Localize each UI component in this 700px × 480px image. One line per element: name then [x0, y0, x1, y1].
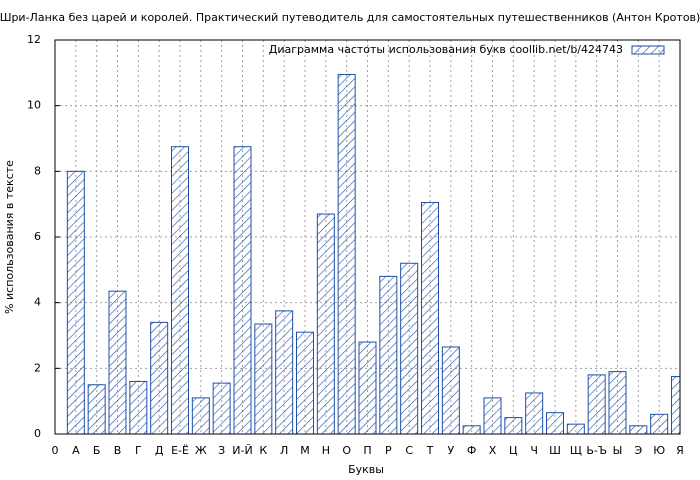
y-tick-label: 12: [27, 33, 41, 46]
bar: [400, 262, 419, 434]
x-tick-label: Т: [426, 444, 434, 457]
x-tick-label: Ф: [467, 444, 476, 457]
y-axis-label: % использования в тексте: [3, 160, 16, 314]
bar: [379, 275, 398, 434]
x-tick-label: П: [363, 444, 371, 457]
y-tick-label: 6: [34, 230, 41, 243]
x-axis-label: Буквы: [348, 463, 384, 476]
bars: [66, 73, 680, 434]
y-tick-label: 2: [34, 361, 41, 374]
bar: [254, 323, 273, 434]
bar: [129, 380, 148, 434]
x-tick-label: 0: [52, 444, 59, 457]
x-tick-label: Ж: [195, 444, 207, 457]
x-tick-label: Ш: [549, 444, 561, 457]
bar: [337, 73, 356, 434]
bar: [671, 376, 680, 434]
x-tick-label: У: [447, 444, 454, 457]
x-tick-label: Х: [489, 444, 497, 457]
x-tick-label: Л: [280, 444, 288, 457]
x-tick-label: Ц: [509, 444, 518, 457]
x-tick-label: Ь-Ъ: [586, 444, 607, 457]
bar: [191, 397, 210, 434]
y-tick-label: 8: [34, 164, 41, 177]
x-tick-label: Д: [155, 444, 164, 457]
legend-label: Диаграмма частоты использования букв coo…: [269, 43, 623, 56]
bar: [483, 397, 502, 434]
x-tick-label: Щ: [570, 444, 582, 457]
x-tick-label: З: [218, 444, 225, 457]
bar: [566, 423, 585, 434]
bar: [608, 371, 627, 434]
x-tick-label: Н: [322, 444, 330, 457]
bar: [462, 425, 481, 434]
bar: [587, 374, 606, 434]
x-tick-label: С: [405, 444, 413, 457]
bar: [87, 384, 106, 434]
bar: [212, 382, 231, 434]
bar: [316, 213, 335, 434]
chart-title: Шри-Ланка без царей и королей. Практичес…: [0, 11, 700, 24]
x-tick-label: Э: [634, 444, 642, 457]
x-tick-label: М: [300, 444, 310, 457]
legend-swatch: [631, 45, 665, 55]
bar: [525, 392, 544, 434]
bar: [421, 202, 439, 434]
x-tick-label: Г: [135, 444, 142, 457]
x-tick-label: И-Й: [232, 444, 252, 457]
x-tick-label: Ю: [653, 444, 665, 457]
bar: [546, 412, 564, 434]
x-tick-label: Я: [676, 444, 684, 457]
bar: [275, 310, 294, 434]
bar: [629, 425, 648, 434]
x-tick-label: Б: [93, 444, 101, 457]
x-tick-label: Р: [385, 444, 392, 457]
y-tick-label: 10: [27, 99, 41, 112]
bar: [441, 346, 460, 434]
y-tick-label: 4: [34, 296, 41, 309]
x-tick-label: К: [259, 444, 267, 457]
bar: [358, 341, 377, 434]
x-tick-label: Ы: [613, 444, 623, 457]
x-tick-label: А: [72, 444, 80, 457]
bar: [108, 290, 127, 434]
bar: [296, 331, 314, 434]
bar: [504, 417, 523, 434]
x-tick-label: В: [114, 444, 122, 457]
bar: [66, 170, 85, 434]
x-tick-label: Е-Ё: [171, 444, 189, 457]
y-tick-label: 0: [34, 427, 41, 440]
bar: [171, 146, 189, 434]
x-tick-label: Ч: [530, 444, 538, 457]
bar: [150, 321, 169, 434]
bar: [650, 413, 669, 434]
bar: [233, 146, 252, 434]
x-tick-label: О: [342, 444, 351, 457]
